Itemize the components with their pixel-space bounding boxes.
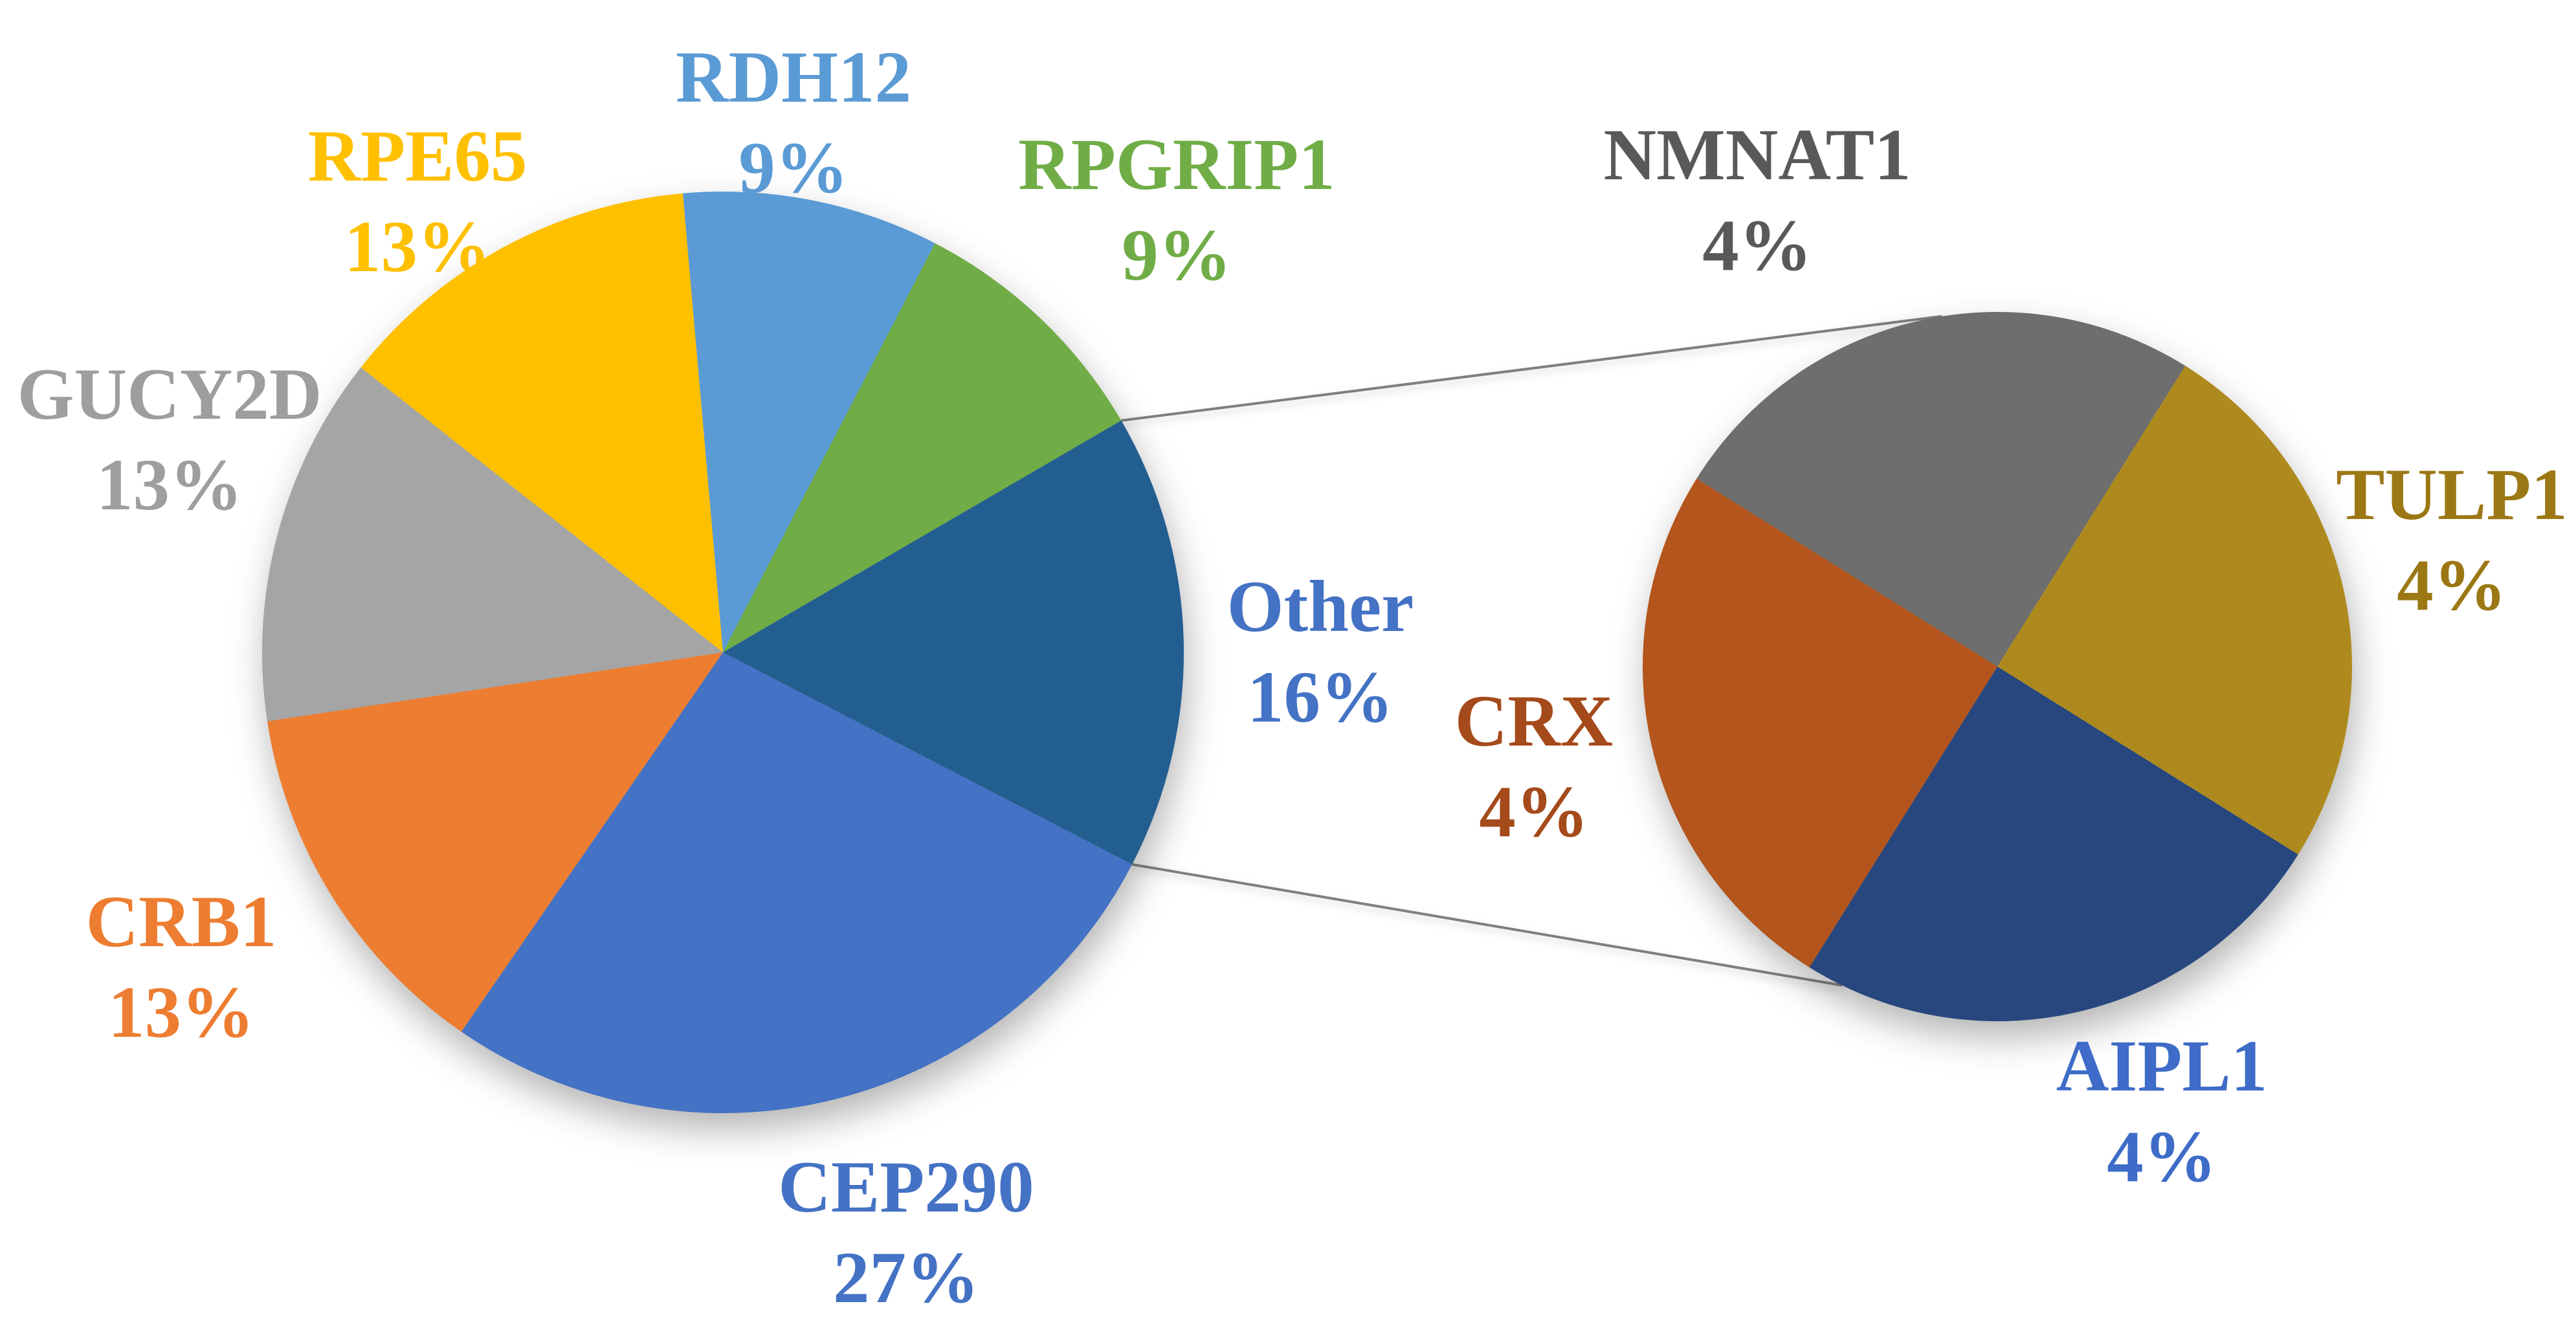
label-crx-pct: 4% (1479, 771, 1589, 853)
secondary-pie-slice-crx (1643, 478, 1997, 968)
connector-line-top (1121, 315, 1942, 422)
label-cep290-name: CEP290 (778, 1147, 1034, 1228)
secondary-pie (1643, 312, 2352, 1021)
label-rpgrip1: RPGRIP1 9% (1018, 120, 1335, 301)
secondary-pie-slice-aipl1 (1809, 667, 2298, 1021)
main-pie-slice-other (723, 420, 1184, 865)
label-other: Other 16% (1227, 562, 1414, 743)
connector-line-bottom (1131, 863, 1843, 987)
label-crx: CRX 4% (1455, 676, 1614, 858)
connector-lines (1121, 315, 1942, 987)
label-gucy2d-pct: 13% (96, 445, 243, 526)
main-pie-slice-rdh12 (682, 191, 935, 652)
label-rpgrip1-pct: 9% (1122, 215, 1232, 296)
label-tulp1-pct: 4% (2397, 545, 2507, 626)
label-crb1: CRB1 13% (85, 877, 276, 1058)
label-nmnat1-pct: 4% (1702, 205, 1812, 287)
label-rdh12-name: RDH12 (675, 37, 912, 118)
label-nmnat1-name: NMNAT1 (1603, 115, 1911, 195)
main-pie-slice-cep290 (461, 652, 1133, 1114)
label-tulp1: TULP1 4% (2336, 450, 2568, 631)
label-tulp1-name: TULP1 (2336, 454, 2568, 535)
label-aipl1-name: AIPL1 (2056, 1026, 2268, 1107)
main-pie-slice-gucy2d (261, 367, 723, 722)
label-nmnat1: NMNAT1 4% (1604, 110, 1911, 291)
label-crx-name: CRX (1454, 681, 1614, 762)
label-rpgrip1-name: RPGRIP1 (1018, 124, 1335, 205)
label-aipl1: AIPL1 4% (2056, 1021, 2267, 1202)
label-crb1-name: CRB1 (85, 881, 277, 962)
main-pie-slice-crb1 (267, 652, 723, 1032)
main-pie-slice-rpgrip1 (723, 243, 1122, 652)
main-pie-slice-rpe65 (361, 193, 723, 652)
label-cep290: CEP290 27% (778, 1142, 1034, 1323)
label-gucy2d-name: GUCY2D (17, 354, 322, 435)
label-crb1-pct: 13% (108, 972, 254, 1054)
label-rpe65-pct: 13% (344, 206, 491, 288)
label-other-pct: 16% (1247, 657, 1393, 738)
label-other-name: Other (1227, 566, 1414, 647)
main-pie (261, 191, 1184, 1114)
secondary-pie-slice-nmnat1 (1696, 312, 2186, 667)
label-aipl1-pct: 4% (2107, 1116, 2217, 1198)
label-rpe65-name: RPE65 (307, 116, 527, 197)
label-rdh12-pct: 9% (738, 127, 849, 209)
label-cep290-pct: 27% (833, 1237, 979, 1319)
label-gucy2d: GUCY2D 13% (17, 349, 322, 531)
label-rpe65: RPE65 13% (308, 111, 527, 293)
label-rdh12: RDH12 9% (676, 32, 911, 214)
secondary-pie-slice-tulp1 (1997, 366, 2352, 855)
